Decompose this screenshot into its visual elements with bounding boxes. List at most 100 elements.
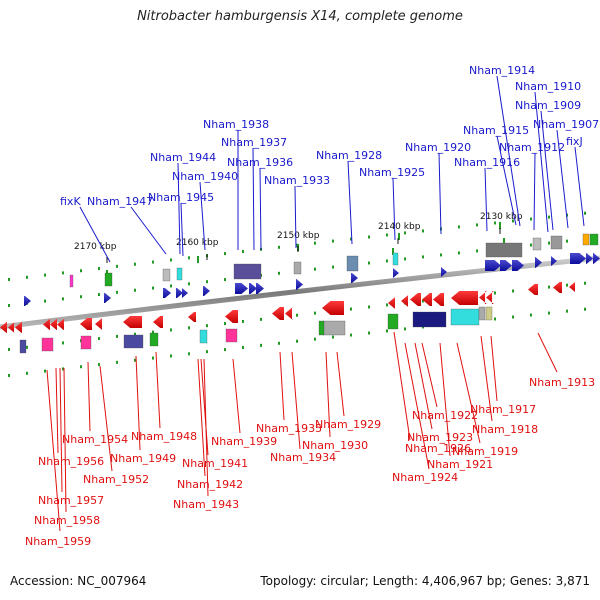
grid-dot [440, 253, 442, 257]
minus-gene-label: Nham_1954 [62, 433, 128, 446]
minus-label-leader [480, 335, 493, 422]
minus-label-leader [135, 355, 141, 451]
plus-label-leader [574, 146, 585, 227]
minus-gene-arrow [410, 293, 421, 306]
minus-gene-arrow [528, 284, 538, 295]
grid-dot [494, 221, 496, 225]
minus-label-leader [63, 367, 67, 513]
grid-dot [530, 217, 532, 221]
plus-gene-label: fixJ [566, 135, 583, 148]
accession-text: Accession: NC_007964 [10, 574, 147, 588]
grid-dot [98, 293, 100, 297]
minus-gene-arrow [153, 316, 163, 328]
grid-dot [566, 239, 568, 243]
grid-dot [80, 295, 82, 299]
grid-dot [134, 358, 136, 362]
plus-label-leader [79, 206, 111, 263]
grid-dot [314, 337, 316, 341]
minus-label-leader [439, 342, 451, 457]
grid-dot [404, 231, 406, 235]
minus-gene-arrow [388, 297, 396, 309]
label-leaders [46, 75, 585, 532]
feature-box [123, 334, 144, 349]
minus-gene-arrow [15, 322, 22, 333]
minus-label-leader [537, 332, 558, 373]
grid-dot [530, 313, 532, 317]
grid-dot [368, 331, 370, 335]
grid-dot [98, 267, 100, 271]
grid-dot [98, 363, 100, 367]
feature-box [485, 242, 523, 258]
grid-dot [188, 282, 190, 286]
grid-tick [503, 238, 505, 245]
plus-gene-arrow [551, 256, 557, 266]
minus-label-leader [404, 342, 430, 470]
grid-dot [386, 259, 388, 263]
plus-label-leader [533, 152, 536, 231]
kbp-label: 2130 kbp [480, 212, 523, 222]
feature-box [19, 339, 27, 354]
minus-gene-label: Nham_1930 [302, 439, 368, 452]
minus-gene-label: Nham_1921 [427, 458, 493, 471]
plus-gene-label: Nham_1938 [203, 118, 269, 131]
feature-box [176, 267, 183, 281]
grid-dot [458, 225, 460, 229]
feature-box [550, 235, 563, 250]
minus-label-leader [203, 358, 209, 497]
feature-box [450, 308, 480, 326]
minus-gene-label: Nham_1948 [131, 430, 197, 443]
minus-gene-label: Nham_1957 [38, 494, 104, 507]
minus-gene-arrow [272, 307, 284, 320]
minus-gene-arrow [95, 318, 103, 330]
plus-gene-label: Nham_1928 [316, 149, 382, 162]
plus-gene-arrow [24, 296, 31, 306]
grid-dot [116, 334, 118, 338]
plus-gene-label: Nham_1915 [463, 124, 529, 137]
grid-dot [242, 249, 244, 253]
grid-dot [512, 219, 514, 223]
grid-dot [62, 367, 64, 371]
grid-dot [170, 258, 172, 262]
minus-gene-label: Nham_1958 [34, 514, 100, 527]
plus-label-leader [130, 206, 167, 255]
grid-dot [422, 255, 424, 259]
grid-dot [476, 223, 478, 227]
minus-label-leader [197, 358, 206, 477]
minus-label-leader [279, 351, 285, 421]
grid-dot [350, 333, 352, 337]
plus-label-leader [259, 167, 262, 251]
minus-gene-arrow [0, 322, 7, 333]
grid-dot [80, 269, 82, 273]
grid-dot [8, 278, 10, 282]
feature-box [149, 332, 159, 347]
minus-gene-arrow [401, 295, 409, 307]
minus-label-leader [414, 342, 433, 430]
minus-gene-arrow [8, 322, 15, 333]
grid-dot [224, 278, 226, 282]
minus-gene-label: Nham_1943 [173, 498, 239, 511]
plus-gene-label: Nham_1940 [172, 170, 238, 183]
plus-label-leader [496, 75, 521, 227]
plus-label-leader [180, 202, 184, 257]
plus-label-leader [294, 185, 297, 249]
grid-dot [548, 241, 550, 245]
grid-dot [332, 265, 334, 269]
grid-dot [206, 324, 208, 328]
grid-dot [494, 291, 496, 295]
minus-label-leader [155, 351, 161, 429]
plus-gene-arrow [182, 288, 188, 298]
minus-gene-label: Nham_1934 [270, 451, 336, 464]
grid-dot [26, 345, 28, 349]
feature-box [80, 335, 92, 350]
minus-label-leader [336, 351, 345, 417]
plus-gene-label: Nham_1910 [515, 80, 581, 93]
minus-gene-arrow [569, 282, 575, 292]
minus-gene-arrow [479, 291, 487, 304]
plus-label-leader [438, 152, 442, 235]
plus-label-leader [347, 160, 353, 245]
minus-gene-arrow [50, 319, 57, 330]
grid-dot [170, 284, 172, 288]
grid-dot [278, 245, 280, 249]
minus-gene-label: Nham_1935 [256, 422, 322, 435]
